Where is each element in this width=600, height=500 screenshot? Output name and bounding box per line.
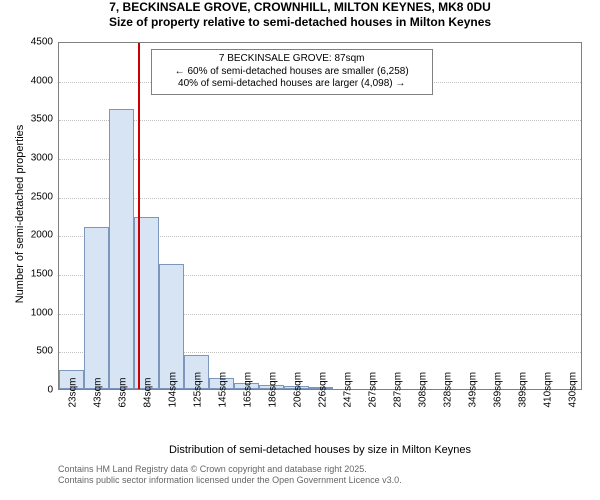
x-tick-label: 165sqm	[243, 402, 254, 408]
x-tick-label: 23sqm	[68, 402, 79, 408]
credits: Contains HM Land Registry data © Crown c…	[58, 464, 402, 487]
y-axis-label: Number of semi-detached properties	[14, 114, 26, 314]
x-tick-label: 328sqm	[442, 402, 453, 408]
histogram-bar	[84, 227, 109, 389]
info-box-line-1: 7 BECKINSALE GROVE: 87sqm	[158, 53, 426, 66]
x-tick-label: 43sqm	[93, 402, 104, 408]
x-tick-label: 410sqm	[542, 402, 553, 408]
x-tick-label: 369sqm	[492, 402, 503, 408]
reference-line	[138, 43, 140, 389]
grid-line	[59, 120, 581, 121]
info-box-line-2: ← 60% of semi-detached houses are smalle…	[158, 66, 426, 79]
chart-title: 7, BECKINSALE GROVE, CROWNHILL, MILTON K…	[0, 0, 600, 30]
x-tick-label: 125sqm	[193, 402, 204, 408]
y-tick-label: 0	[13, 385, 53, 396]
x-tick-label: 84sqm	[143, 402, 154, 408]
x-tick-label: 145sqm	[218, 402, 229, 408]
title-line-1: 7, BECKINSALE GROVE, CROWNHILL, MILTON K…	[0, 0, 600, 15]
plot-area: 7 BECKINSALE GROVE: 87sqm ← 60% of semi-…	[58, 42, 582, 390]
x-tick-label: 247sqm	[342, 402, 353, 408]
x-tick-label: 186sqm	[268, 402, 279, 408]
y-tick-label: 500	[13, 346, 53, 357]
y-tick-label: 4500	[13, 37, 53, 48]
credits-line-2: Contains public sector information licen…	[58, 475, 402, 486]
y-tick-label: 2000	[13, 230, 53, 241]
y-tick-label: 3500	[13, 114, 53, 125]
x-axis-label: Distribution of semi-detached houses by …	[58, 444, 582, 456]
y-tick-label: 1500	[13, 269, 53, 280]
x-tick-label: 267sqm	[367, 402, 378, 408]
chart-container: 7, BECKINSALE GROVE, CROWNHILL, MILTON K…	[0, 0, 600, 500]
x-tick-label: 104sqm	[168, 402, 179, 408]
x-tick-label: 63sqm	[118, 402, 129, 408]
x-tick-label: 206sqm	[293, 402, 304, 408]
x-tick-label: 287sqm	[392, 402, 403, 408]
grid-line	[59, 198, 581, 199]
x-tick-label: 349sqm	[467, 402, 478, 408]
grid-line	[59, 159, 581, 160]
y-tick-label: 4000	[13, 75, 53, 86]
title-line-2: Size of property relative to semi-detach…	[0, 15, 600, 30]
y-tick-label: 2500	[13, 191, 53, 202]
x-tick-label: 226sqm	[318, 402, 329, 408]
histogram-bar	[109, 109, 134, 389]
x-tick-label: 430sqm	[567, 402, 578, 408]
credits-line-1: Contains HM Land Registry data © Crown c…	[58, 464, 402, 475]
info-box-line-3: 40% of semi-detached houses are larger (…	[158, 78, 426, 91]
x-tick-label: 389sqm	[517, 402, 528, 408]
x-tick-label: 308sqm	[417, 402, 428, 408]
histogram-bar	[159, 264, 184, 389]
info-box: 7 BECKINSALE GROVE: 87sqm ← 60% of semi-…	[151, 49, 433, 95]
y-tick-label: 1000	[13, 307, 53, 318]
y-tick-label: 3000	[13, 153, 53, 164]
